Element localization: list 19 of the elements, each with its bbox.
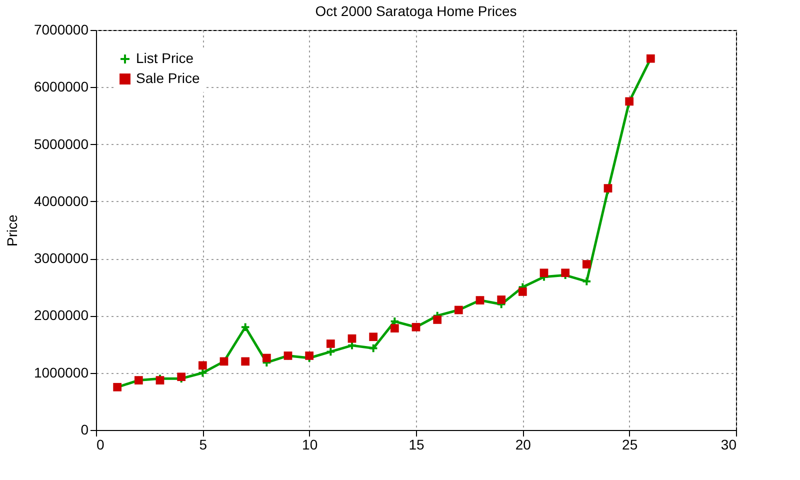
chart-title: Oct 2000 Saratoga Home Prices bbox=[315, 3, 517, 19]
y-tick-label: 7000000 bbox=[34, 22, 89, 38]
x-tick-label: 20 bbox=[515, 436, 532, 452]
y-tick-label: 4000000 bbox=[34, 192, 89, 209]
y-tick-label: 1000000 bbox=[34, 364, 89, 380]
x-tick-label: 15 bbox=[408, 436, 424, 452]
x-tick-label: 0 bbox=[96, 436, 104, 452]
x-tick-label: 5 bbox=[199, 436, 208, 452]
x-tick-label: 10 bbox=[302, 436, 318, 452]
y-tick-label: 2000000 bbox=[34, 307, 89, 324]
x-tick-label: 25 bbox=[622, 436, 638, 452]
y-tick-label: 3000000 bbox=[34, 250, 89, 266]
legend-label: List Price bbox=[136, 50, 194, 66]
y-tick-label: 6000000 bbox=[34, 78, 89, 95]
y-tick-label: 0 bbox=[80, 422, 89, 438]
y-axis-title: Price bbox=[4, 214, 20, 246]
legend-label: Sale Price bbox=[136, 70, 200, 86]
x-tick-label: 30 bbox=[720, 436, 737, 452]
y-tick-label: 5000000 bbox=[34, 136, 89, 152]
